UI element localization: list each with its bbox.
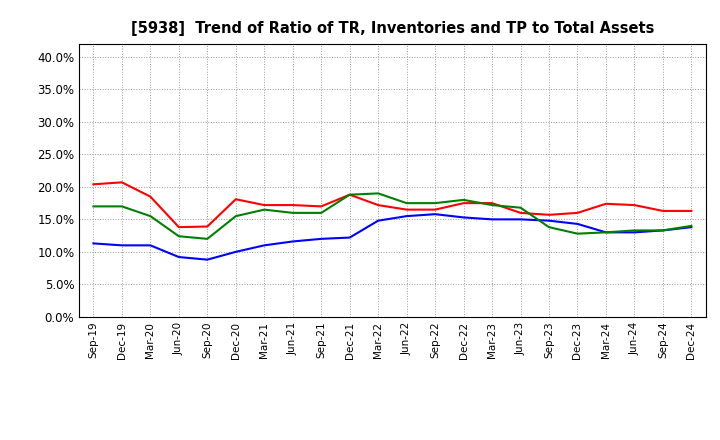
Trade Payables	[203, 236, 212, 242]
Trade Payables	[487, 202, 496, 208]
Inventories	[289, 239, 297, 244]
Trade Receivables	[659, 208, 667, 213]
Trade Receivables	[545, 212, 554, 217]
Trade Receivables	[317, 204, 325, 209]
Inventories	[602, 230, 611, 235]
Trade Payables	[459, 197, 468, 202]
Trade Payables	[516, 205, 525, 210]
Line: Inventories: Inventories	[94, 214, 691, 260]
Trade Receivables	[146, 194, 155, 199]
Inventories	[573, 221, 582, 227]
Trade Receivables	[232, 197, 240, 202]
Trade Receivables	[687, 208, 696, 213]
Inventories	[203, 257, 212, 262]
Inventories	[232, 249, 240, 254]
Inventories	[146, 243, 155, 248]
Trade Payables	[431, 201, 439, 206]
Trade Receivables	[431, 207, 439, 212]
Inventories	[431, 212, 439, 217]
Inventories	[687, 224, 696, 230]
Inventories	[659, 228, 667, 233]
Trade Payables	[174, 234, 183, 239]
Trade Payables	[687, 223, 696, 228]
Trade Receivables	[402, 207, 411, 212]
Inventories	[402, 213, 411, 219]
Trade Payables	[146, 213, 155, 219]
Inventories	[346, 235, 354, 240]
Trade Receivables	[346, 192, 354, 197]
Trade Receivables	[289, 202, 297, 208]
Trade Payables	[374, 191, 382, 196]
Trade Receivables	[516, 210, 525, 216]
Inventories	[117, 243, 126, 248]
Trade Payables	[89, 204, 98, 209]
Inventories	[89, 241, 98, 246]
Inventories	[317, 236, 325, 242]
Inventories	[545, 218, 554, 224]
Inventories	[459, 215, 468, 220]
Trade Payables	[346, 192, 354, 197]
Trade Payables	[402, 201, 411, 206]
Trade Payables	[659, 228, 667, 233]
Trade Payables	[117, 204, 126, 209]
Title: [5938]  Trend of Ratio of TR, Inventories and TP to Total Assets: [5938] Trend of Ratio of TR, Inventories…	[131, 21, 654, 36]
Inventories	[260, 243, 269, 248]
Inventories	[174, 254, 183, 260]
Trade Payables	[260, 207, 269, 212]
Trade Payables	[232, 213, 240, 219]
Inventories	[374, 218, 382, 224]
Trade Payables	[317, 210, 325, 216]
Trade Payables	[602, 230, 611, 235]
Trade Payables	[630, 228, 639, 233]
Trade Receivables	[459, 201, 468, 206]
Trade Receivables	[203, 224, 212, 229]
Trade Receivables	[487, 201, 496, 206]
Inventories	[516, 217, 525, 222]
Trade Receivables	[117, 180, 126, 185]
Trade Receivables	[89, 182, 98, 187]
Trade Payables	[573, 231, 582, 236]
Trade Payables	[545, 224, 554, 230]
Trade Payables	[289, 210, 297, 216]
Line: Trade Receivables: Trade Receivables	[94, 182, 691, 227]
Trade Receivables	[602, 201, 611, 206]
Line: Trade Payables: Trade Payables	[94, 194, 691, 239]
Inventories	[487, 217, 496, 222]
Trade Receivables	[174, 224, 183, 230]
Inventories	[630, 230, 639, 235]
Trade Receivables	[630, 202, 639, 208]
Trade Receivables	[260, 202, 269, 208]
Trade Receivables	[573, 210, 582, 216]
Trade Receivables	[374, 202, 382, 208]
